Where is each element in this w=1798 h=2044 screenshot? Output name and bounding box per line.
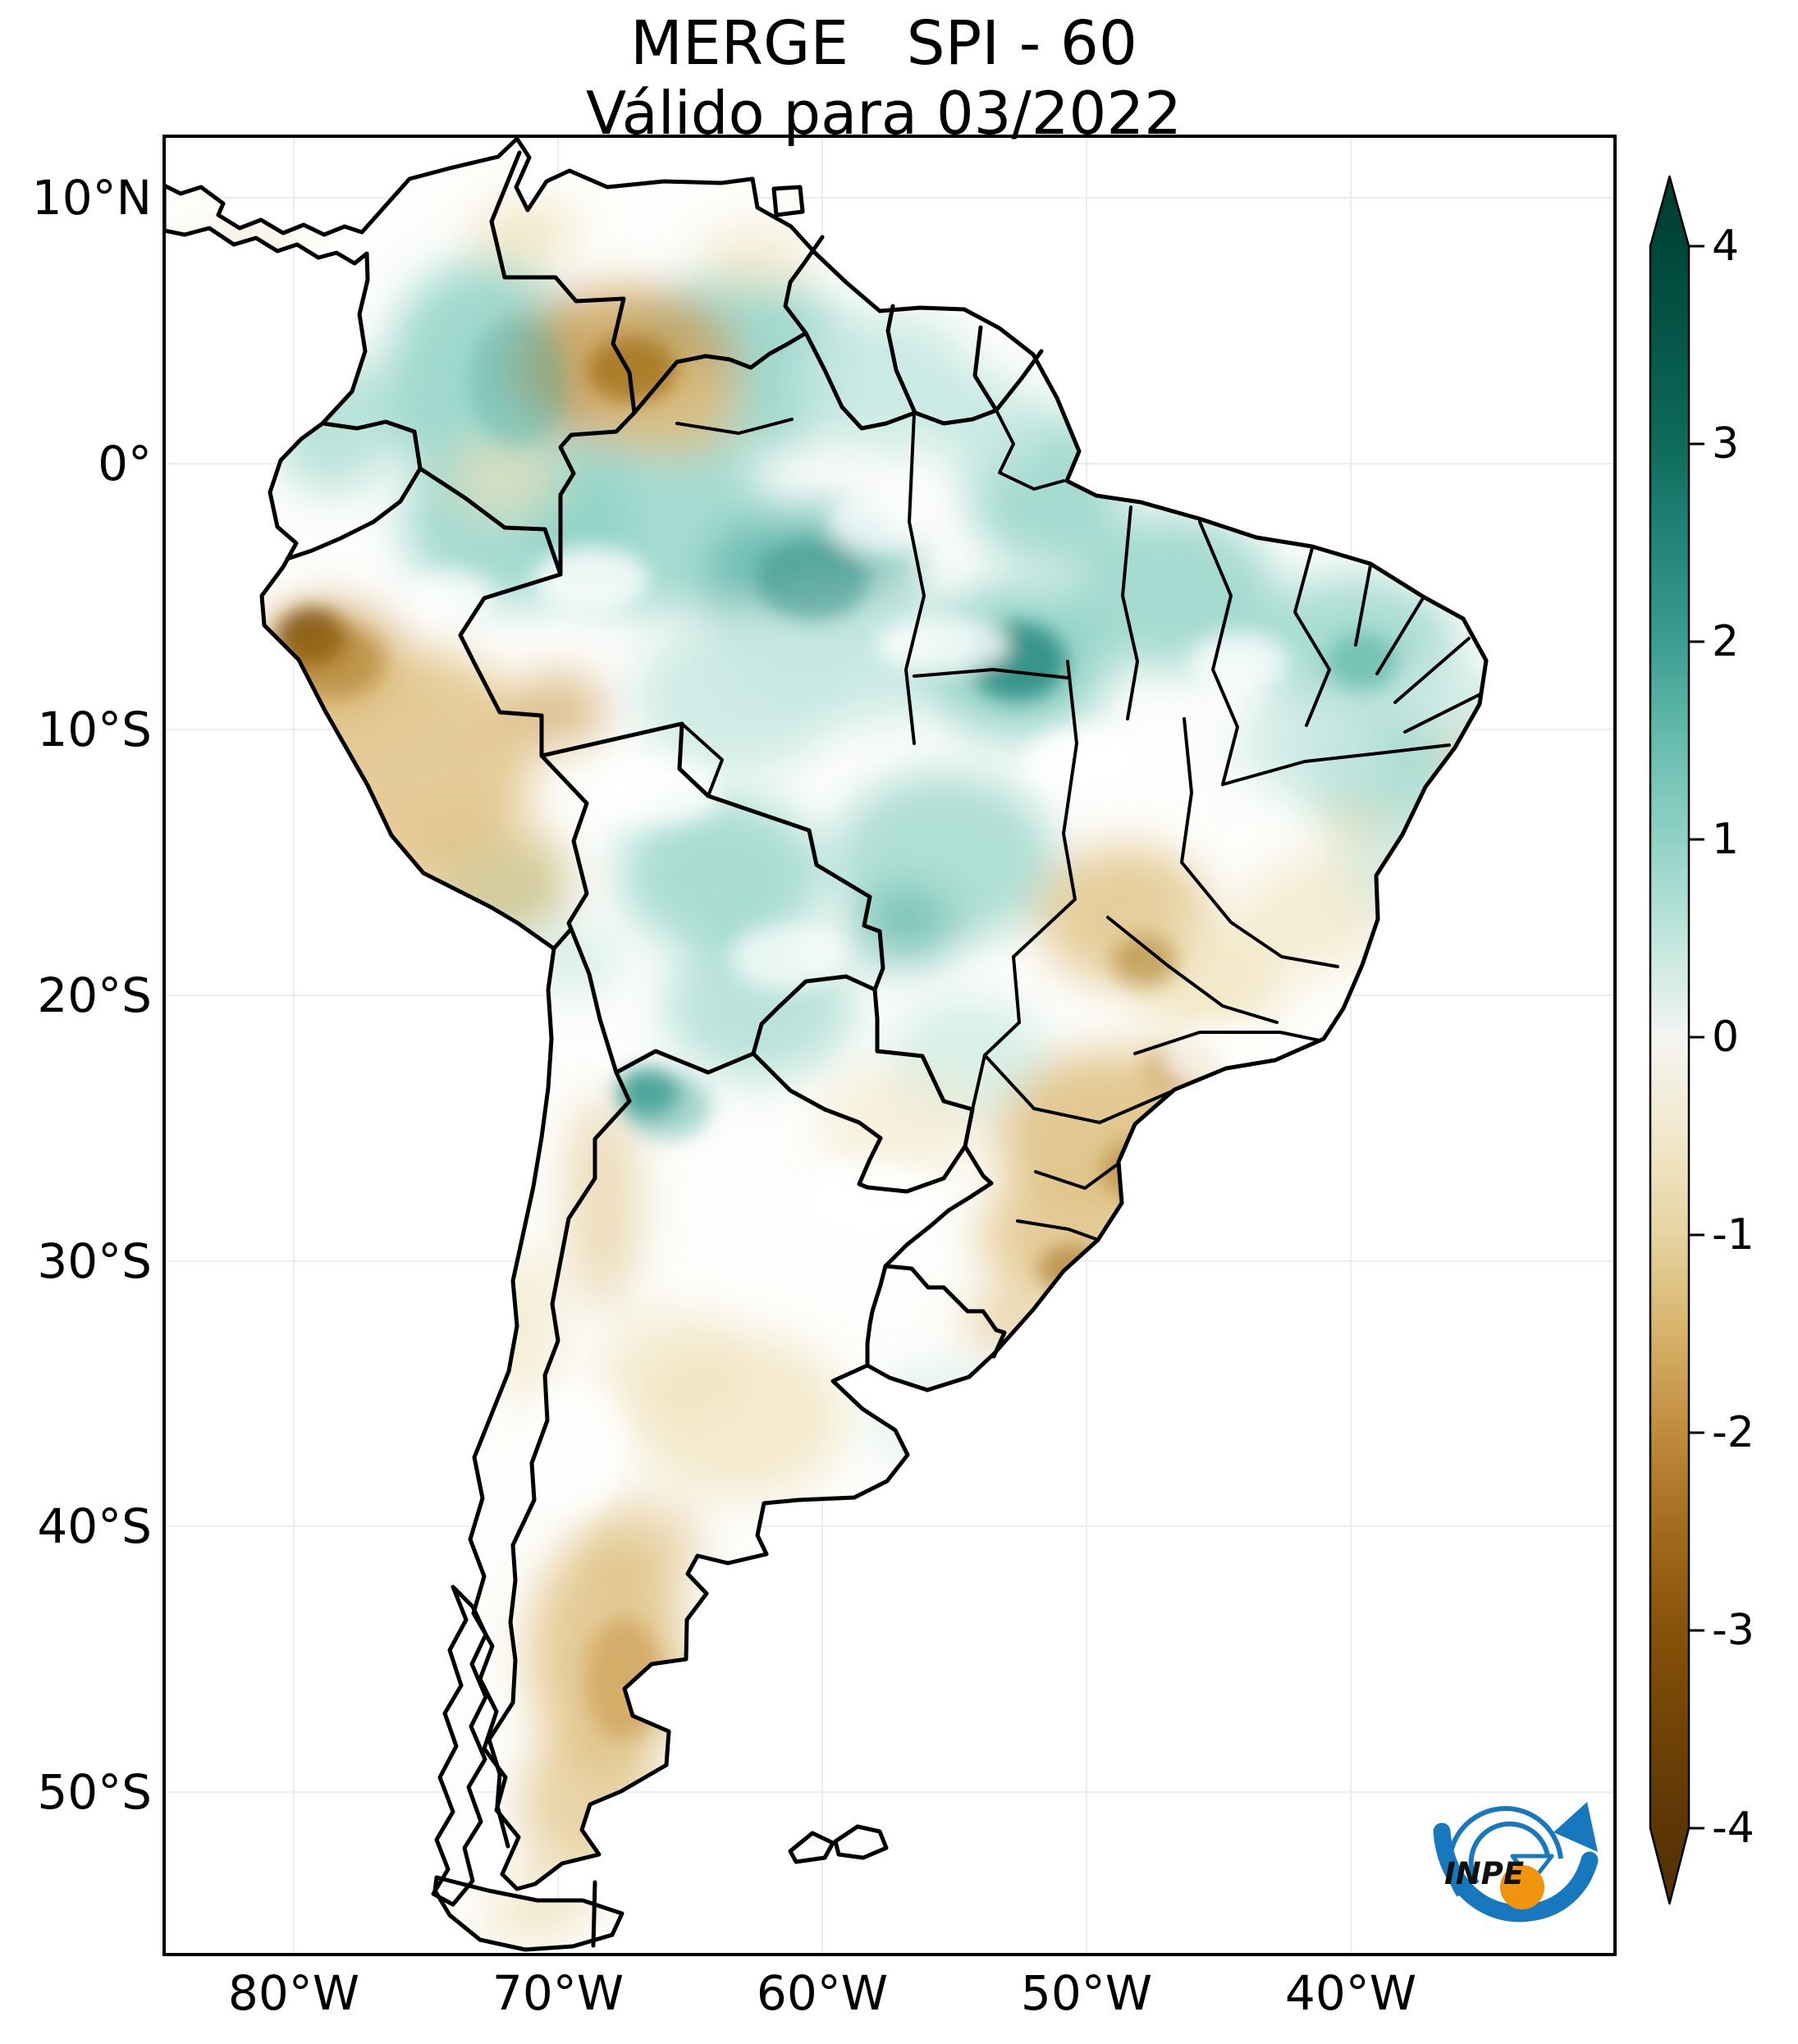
inpe-logo-text: INPE [1444,1856,1524,1891]
y-tick-50S: 50°S [37,1764,152,1820]
x-tick-40W: 40°W [1284,1965,1417,2021]
x-tick-80W: 80°W [227,1965,360,2021]
y-tick-10N: 10°N [31,170,152,226]
inpe-spiral-inner [1468,1821,1550,1885]
cb-tick-4: 4 [1712,222,1740,271]
coastline [164,136,1489,1952]
cb-tick-2: 2 [1712,617,1740,666]
y-tick-20S: 20°S [37,967,152,1023]
colorbar-tick-marks [1689,245,1704,1830]
y-tick-0: 0° [98,436,152,492]
x-tick-50W: 50°W [1020,1965,1153,2021]
inpe-orange-dot [1500,1865,1544,1909]
x-tick-60W: 60°W [756,1965,889,2021]
inpe-logo: INPE [1433,1802,1599,1923]
country-borders [285,150,1044,1948]
chart-subtitle: Válido para 03/2022 [586,79,1182,148]
cb-tick-m2: -2 [1712,1408,1755,1457]
map-frame [162,135,1617,1956]
cb-tick-1: 1 [1712,815,1740,864]
spi-field [164,139,1486,1950]
cb-tick-m3: -3 [1712,1606,1755,1655]
chart-title: MERGE SPI - 60 [629,8,1137,79]
y-tick-10S: 10°S [37,702,152,757]
cb-tick-0: 0 [1712,1013,1740,1062]
inpe-spiral-outer [1447,1806,1563,1897]
cb-tick-m4: -4 [1712,1804,1755,1853]
cb-tick-m1: -1 [1712,1210,1755,1260]
cb-tick-3: 3 [1712,419,1740,469]
x-tick-70W: 70°W [492,1965,624,2021]
y-tick-30S: 30°S [37,1233,152,1289]
colorbar-bar [1649,175,1690,1905]
colorbar [1649,175,1704,1905]
y-tick-40S: 40°S [37,1498,152,1554]
inpe-swoosh-arrow [1433,1822,1599,1923]
inpe-swoosh-arrowhead [1553,1802,1598,1852]
state-borders [675,409,1482,1241]
map-panel [164,136,1615,1955]
